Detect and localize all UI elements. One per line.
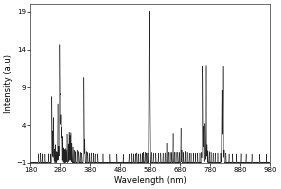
Y-axis label: Intensity (a.u): Intensity (a.u) [4, 54, 13, 113]
X-axis label: Wavelength (nm): Wavelength (nm) [114, 176, 187, 185]
